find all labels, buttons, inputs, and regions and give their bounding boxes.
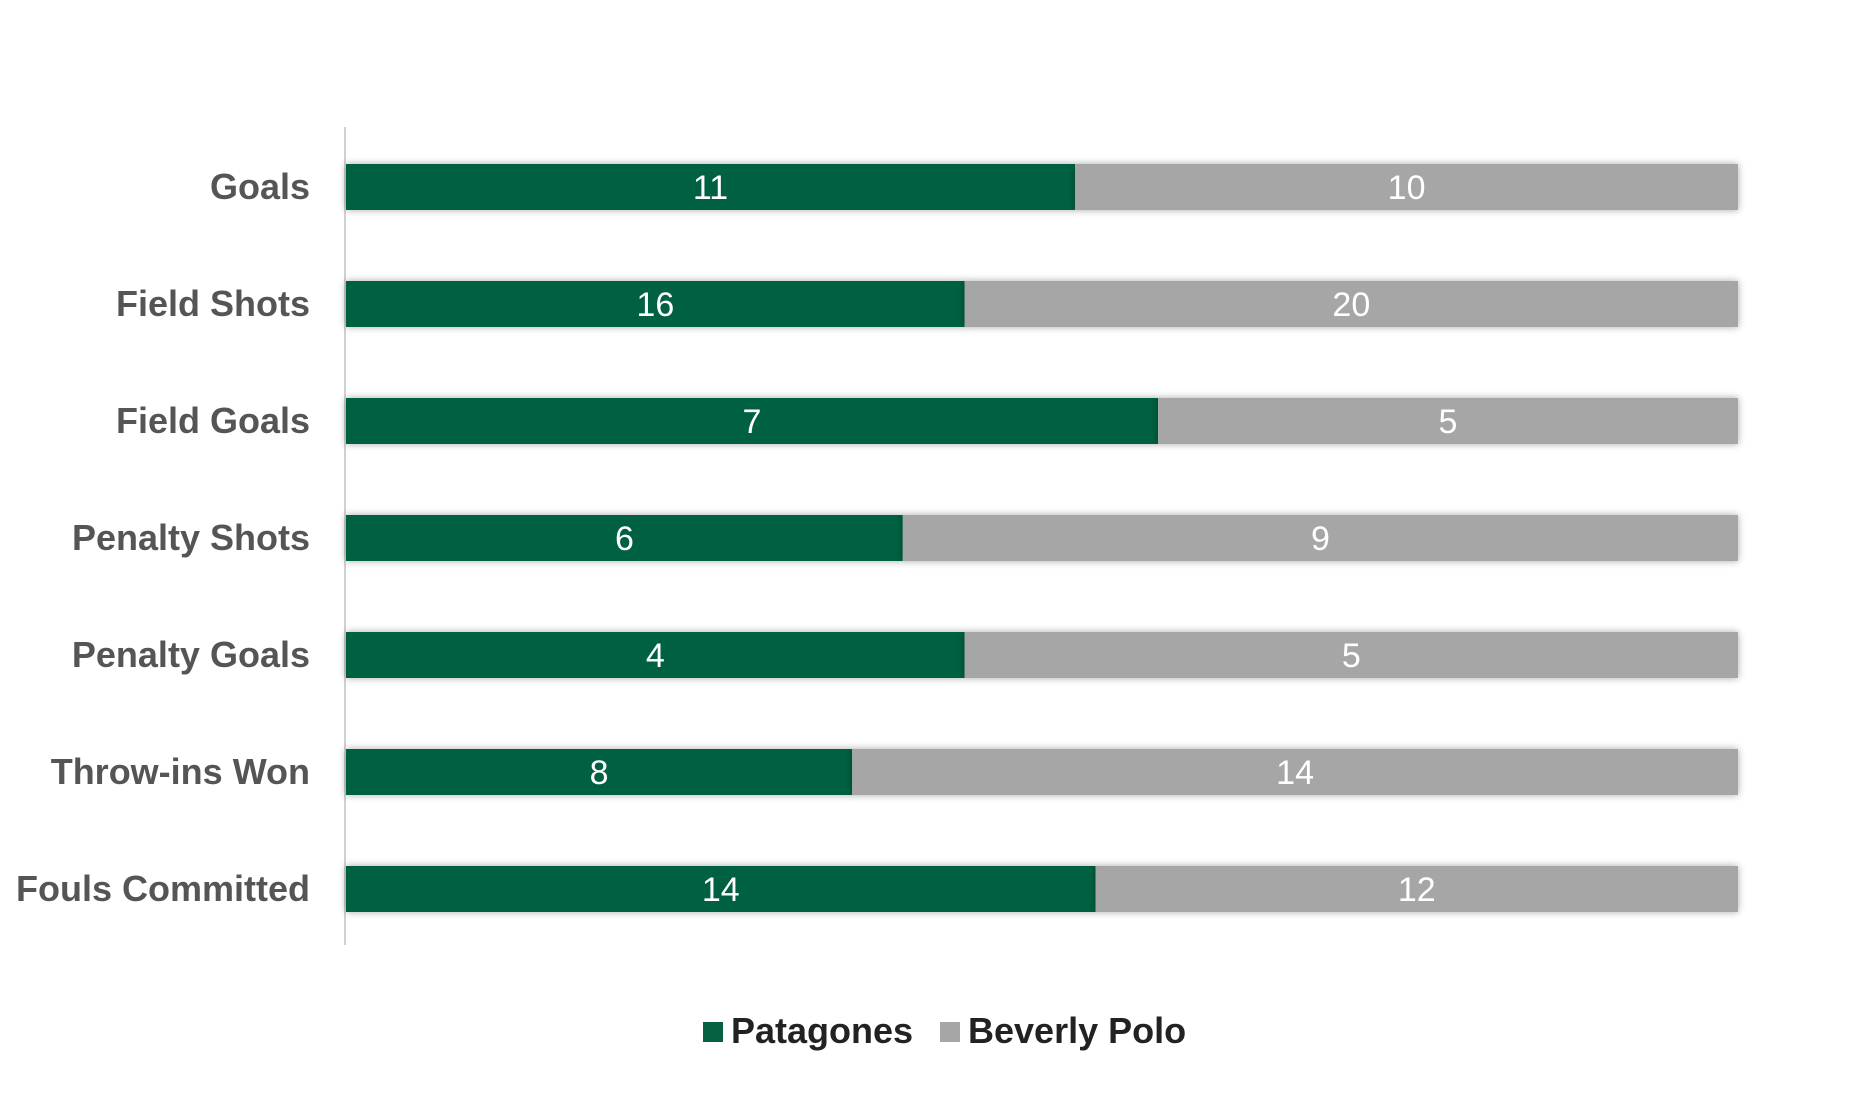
data-label: 11	[693, 169, 728, 207]
data-label: 7	[743, 403, 762, 441]
bar-segment-beverly-polo	[1075, 164, 1738, 210]
category-label: Penalty Shots	[72, 517, 310, 558]
data-label: 16	[636, 286, 674, 324]
legend-swatch-beverly-polo	[940, 1022, 960, 1042]
data-label: 4	[646, 637, 665, 675]
bar-segment-patagones	[346, 632, 965, 678]
bar-segment-patagones	[346, 866, 1096, 912]
bars-layer	[346, 164, 1738, 912]
data-label: 12	[1398, 871, 1436, 909]
data-label: 5	[1439, 403, 1458, 441]
labels-layer: Goals 11 10 Field Shots 16 20 Field Goals 7 5 Pen…	[16, 166, 1457, 909]
legend-label-patagones: Patagones	[731, 1010, 913, 1051]
bar-segment-patagones	[346, 281, 965, 327]
bar-segment-beverly-polo	[1158, 398, 1738, 444]
category-label: Goals	[210, 166, 310, 207]
data-label: 14	[1276, 754, 1314, 792]
data-label: 8	[590, 754, 609, 792]
category-label: Penalty Goals	[72, 634, 310, 675]
bar-segment-patagones	[346, 398, 1158, 444]
bar-segment-beverly-polo	[964, 632, 1738, 678]
bar-segment-beverly-polo	[1095, 866, 1738, 912]
category-label: Throw-ins Won	[51, 751, 310, 792]
category-label: Fouls Committed	[16, 868, 310, 909]
bar-segment-patagones	[346, 515, 903, 561]
legend-swatch-patagones	[703, 1022, 723, 1042]
data-label: 6	[615, 520, 634, 558]
category-label: Field Shots	[116, 283, 310, 324]
data-label: 5	[1342, 637, 1361, 675]
category-label: Field Goals	[116, 400, 310, 441]
bar-segment-patagones	[346, 164, 1076, 210]
legend: Patagones Beverly Polo	[703, 1010, 1186, 1051]
bar-segment-beverly-polo	[852, 749, 1738, 795]
data-label: 9	[1311, 520, 1330, 558]
data-label: 10	[1388, 169, 1426, 207]
bar-segment-patagones	[346, 749, 853, 795]
legend-label-beverly-polo: Beverly Polo	[968, 1010, 1186, 1051]
data-label: 20	[1332, 286, 1370, 324]
bar-segment-beverly-polo	[902, 515, 1738, 561]
data-label: 14	[702, 871, 740, 909]
bar-segment-beverly-polo	[964, 281, 1738, 327]
